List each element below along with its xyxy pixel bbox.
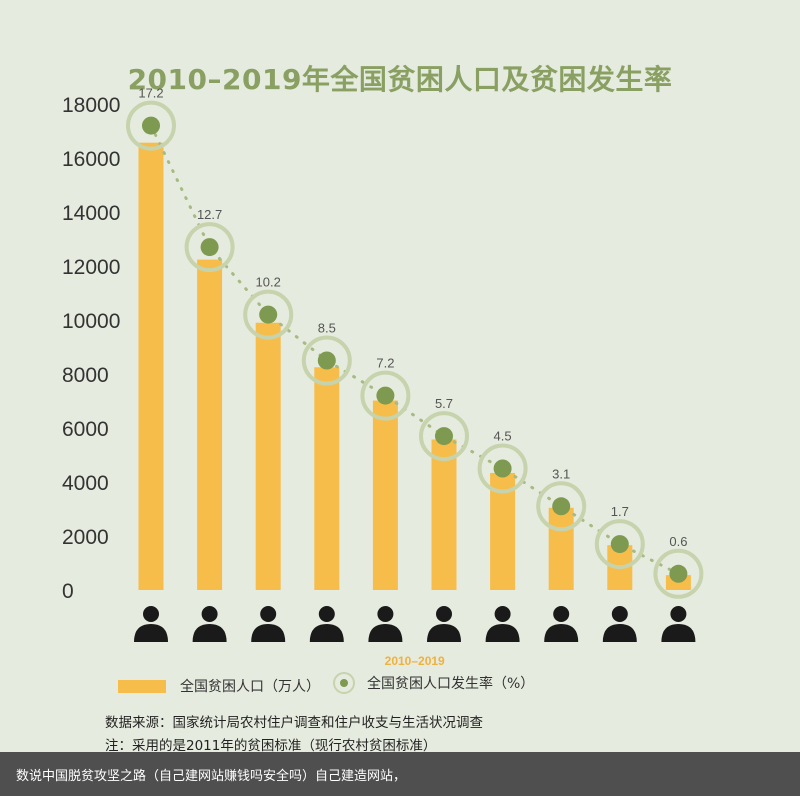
person-icon: [309, 606, 344, 642]
rate-data-label: 17.2: [138, 86, 163, 101]
rate-marker-ring: [360, 370, 411, 421]
rate-data-label: 3.1: [552, 466, 570, 481]
y-tick-label: 12000: [62, 256, 120, 279]
notes: 数据来源：国家统计局农村住户调查和住户收支与生活状况调查 注：采用的是2011年…: [105, 712, 483, 758]
legend-label-rate: 全国贫困人口发生率（%）: [367, 676, 535, 692]
bar: [197, 259, 223, 590]
rate-data-label: 1.7: [611, 504, 629, 519]
data-source-note: 数据来源：国家统计局农村住户调查和住户收支与生活状况调查: [105, 715, 483, 731]
rate-data-label: 7.2: [376, 356, 394, 371]
rate-marker-ring: [477, 443, 528, 494]
person-icon: [661, 606, 696, 642]
standard-note: 注：采用的是2011年的贫困标准（现行农村贫困标准）: [105, 738, 437, 754]
rate-data-label: 0.6: [669, 534, 687, 549]
rate-data-label: 12.7: [197, 207, 222, 222]
rate-marker: [142, 116, 160, 135]
y-tick-label: 4000: [62, 472, 109, 495]
rate-marker-ring: [243, 289, 294, 340]
person-icon: [134, 606, 168, 642]
rate-marker: [552, 497, 571, 516]
rate-marker-ring: [301, 335, 352, 386]
y-tick-label: 2000: [62, 526, 109, 549]
y-tick-label: 16000: [62, 148, 120, 171]
chart-title: 2010–2019年全国贫困人口及贫困发生率: [127, 63, 673, 96]
rate-marker: [435, 427, 453, 446]
rate-marker: [200, 238, 219, 257]
y-tick-label: 0: [62, 580, 74, 603]
y-tick-label: 18000: [62, 94, 120, 117]
person-icon: [427, 606, 461, 642]
rate-marker-ring: [594, 519, 645, 570]
legend-bar-swatch: [118, 679, 166, 693]
rate-marker: [376, 386, 395, 405]
bar: [138, 142, 164, 591]
rate-data-label: 4.5: [494, 429, 512, 444]
legend-dot-swatch: [333, 672, 355, 694]
rate-marker-ring: [184, 222, 235, 273]
person-icon: [602, 606, 637, 642]
rate-marker: [669, 564, 688, 583]
rate-marker-ring: [126, 100, 176, 151]
y-tick-label: 8000: [62, 364, 109, 387]
bar: [431, 439, 457, 590]
person-icon: [368, 606, 403, 642]
rate-marker: [259, 305, 278, 324]
person-icon: [251, 606, 286, 642]
rate-data-label: 8.5: [318, 321, 336, 336]
y-tick-label: 10000: [62, 310, 120, 333]
bar-chart: 18000 16000 14000 12000 10000 8000 6000 4000 200…: [62, 86, 704, 668]
rate-marker-ring: [536, 481, 587, 532]
rate-marker-ring: [653, 548, 704, 599]
rate-data-label: 10.2: [256, 275, 281, 290]
bar: [314, 367, 340, 590]
y-tick-label: 14000: [62, 202, 120, 225]
footer-caption: 数说中国脱贫攻坚之路（自己建网站赚钱吗安全吗）自己建造网站，: [16, 769, 407, 784]
person-icon: [485, 606, 520, 642]
person-icon: [544, 606, 579, 642]
rate-marker: [493, 459, 512, 478]
rate-data-label: 5.7: [435, 396, 453, 411]
bar: [255, 322, 281, 590]
rate-marker: [317, 351, 336, 370]
legend-item-rate: 全国贫困人口发生率（%）: [333, 672, 534, 694]
rate-marker-ring: [419, 411, 469, 462]
x-axis-label: 2010–2019: [385, 654, 445, 668]
legend-label-population: 全国贫困人口（万人）: [180, 679, 320, 695]
bar: [372, 400, 398, 590]
bar: [548, 507, 574, 590]
footer-bar: 数说中国脱贫攻坚之路（自己建网站赚钱吗安全吗）自己建造网站，: [0, 752, 800, 796]
rate-line: [149, 124, 680, 576]
legend-item-population: 全国贫困人口（万人）: [118, 676, 320, 696]
y-tick-label: 6000: [62, 418, 109, 441]
rate-marker: [610, 535, 629, 554]
person-icon: [192, 606, 227, 642]
